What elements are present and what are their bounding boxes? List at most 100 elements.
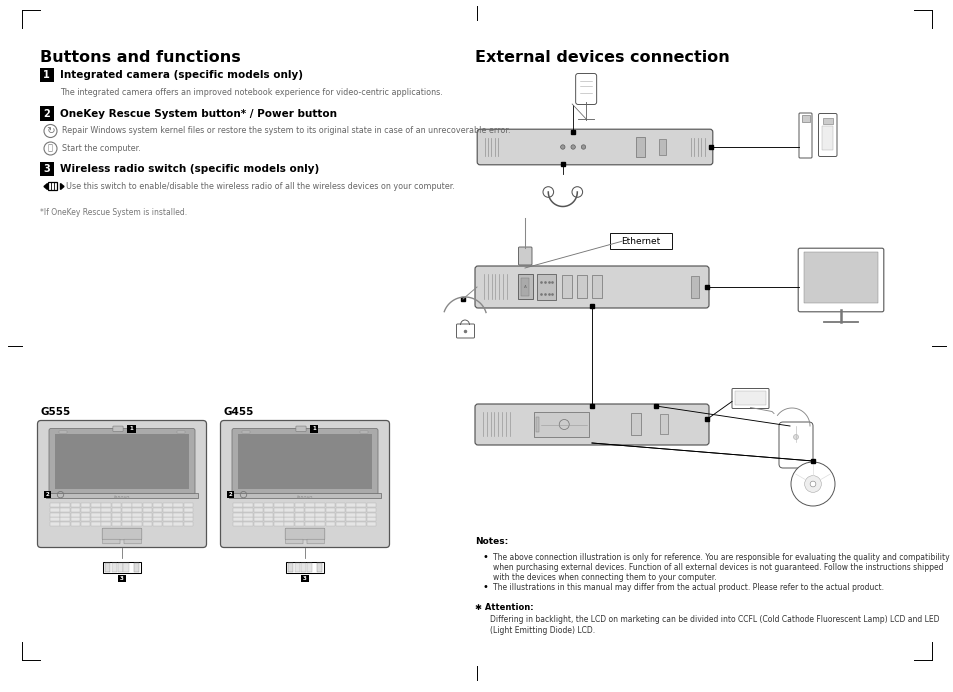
Bar (163, 522, 172, 526)
Bar (71, 508, 80, 512)
Bar (50, 508, 59, 512)
Bar (173, 508, 183, 512)
Bar (274, 513, 283, 516)
Bar (184, 508, 193, 512)
Bar (101, 513, 111, 516)
Bar (243, 508, 253, 512)
Bar (284, 513, 294, 516)
Bar (366, 503, 375, 507)
Bar (163, 508, 172, 512)
Text: Integrated camera (specific models only): Integrated camera (specific models only) (60, 71, 303, 80)
Bar (101, 508, 111, 512)
Bar (123, 563, 129, 572)
Bar (534, 412, 588, 437)
Bar (314, 513, 325, 516)
Bar (132, 508, 142, 512)
Bar (142, 513, 152, 516)
Text: ✱ Attention:: ✱ Attention: (475, 603, 533, 612)
FancyBboxPatch shape (475, 266, 708, 308)
Bar (122, 522, 132, 526)
Text: G455: G455 (224, 407, 254, 417)
Bar (264, 518, 274, 521)
Bar (356, 513, 366, 516)
FancyBboxPatch shape (731, 388, 768, 408)
Bar (253, 522, 263, 526)
Circle shape (560, 145, 564, 149)
Bar (60, 513, 70, 516)
Bar (152, 522, 162, 526)
Bar (264, 508, 274, 512)
Bar (305, 508, 314, 512)
Bar (184, 503, 193, 507)
Bar (71, 522, 80, 526)
Bar (335, 503, 345, 507)
Bar (306, 563, 312, 572)
Bar (101, 522, 111, 526)
Bar (237, 435, 372, 489)
Bar (253, 503, 263, 507)
Bar (152, 508, 162, 512)
Bar (173, 503, 183, 507)
Bar (517, 275, 532, 300)
Bar (630, 414, 640, 435)
Bar (294, 522, 304, 526)
Bar (294, 513, 304, 516)
Bar (142, 518, 152, 521)
Bar (592, 275, 601, 298)
Bar (50, 503, 59, 507)
Bar (122, 513, 132, 516)
FancyBboxPatch shape (37, 421, 206, 547)
Bar (112, 508, 121, 512)
Bar (233, 518, 242, 521)
Bar (112, 522, 121, 526)
FancyBboxPatch shape (285, 539, 303, 544)
FancyBboxPatch shape (307, 539, 324, 544)
Bar (40, 68, 53, 82)
Bar (184, 518, 193, 521)
Text: The illustrations in this manual may differ from the actual product. Please refe: The illustrations in this manual may dif… (493, 583, 883, 592)
Bar (316, 563, 322, 572)
Bar (50, 522, 59, 526)
FancyBboxPatch shape (475, 404, 708, 445)
Bar (335, 522, 345, 526)
Bar (803, 253, 877, 304)
Bar (284, 508, 294, 512)
Bar (81, 513, 91, 516)
Bar (127, 425, 135, 432)
Text: ⏻: ⏻ (48, 143, 53, 152)
Bar (346, 518, 355, 521)
Bar (659, 139, 666, 155)
Bar (325, 513, 335, 516)
Bar (577, 275, 586, 298)
Bar (690, 276, 699, 298)
Text: A: A (523, 285, 526, 289)
Bar (132, 503, 142, 507)
Text: Notes:: Notes: (475, 537, 508, 546)
Bar (821, 118, 832, 124)
FancyBboxPatch shape (518, 247, 532, 265)
Bar (243, 503, 253, 507)
Bar (91, 518, 101, 521)
FancyBboxPatch shape (102, 528, 142, 540)
Bar (152, 518, 162, 521)
Bar (184, 522, 193, 526)
Bar (122, 518, 132, 521)
Text: 1: 1 (130, 426, 133, 431)
Bar (335, 508, 345, 512)
Text: The above connection illustration is only for reference. You are responsible for: The above connection illustration is onl… (493, 552, 948, 582)
Bar (253, 513, 263, 516)
Bar (659, 415, 667, 435)
Bar (132, 522, 142, 526)
Bar (81, 518, 91, 521)
Bar (314, 518, 325, 521)
Bar (366, 513, 375, 516)
Bar (132, 513, 142, 516)
Bar (325, 522, 335, 526)
Bar (366, 508, 375, 512)
Circle shape (580, 145, 585, 149)
Bar (274, 518, 283, 521)
Bar (132, 518, 142, 521)
Text: 1: 1 (43, 71, 51, 80)
Bar (233, 522, 242, 526)
Bar (305, 518, 314, 521)
